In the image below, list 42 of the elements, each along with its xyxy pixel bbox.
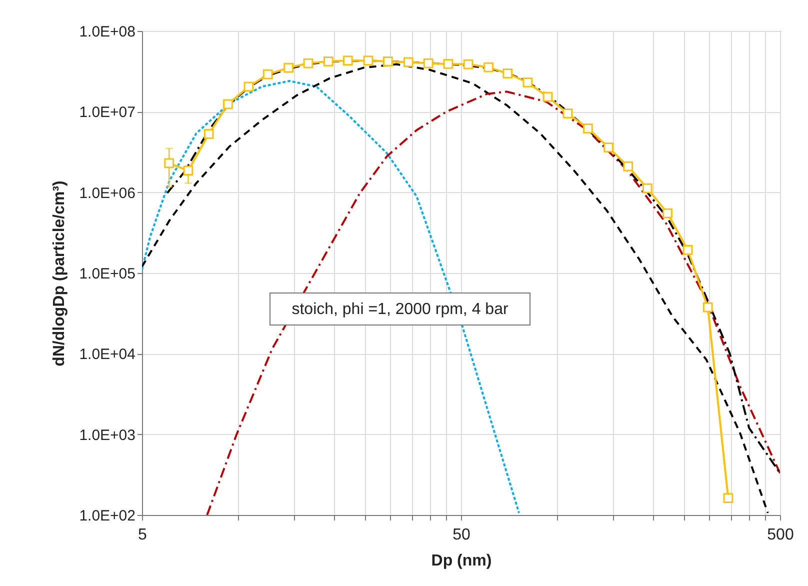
x-tick-label: 500 (767, 526, 794, 544)
x-tick-label: 5 (138, 526, 148, 544)
point (502, 68, 513, 78)
point (662, 208, 672, 218)
point (443, 59, 454, 69)
y-tick-label: 1.0E+07 (79, 104, 136, 122)
point (723, 493, 734, 504)
point (484, 62, 494, 72)
point (423, 58, 434, 68)
point (382, 56, 393, 66)
point (164, 158, 174, 168)
point (183, 166, 194, 176)
point (604, 142, 614, 152)
point (623, 161, 634, 172)
y-tick-label: 1.0E+04 (79, 346, 136, 364)
point (323, 56, 334, 66)
point (403, 57, 414, 68)
point (642, 183, 652, 194)
point (702, 302, 713, 312)
y-tick-label: 1.0E+06 (79, 184, 136, 202)
point (284, 62, 294, 73)
point (303, 58, 314, 68)
point (342, 56, 353, 66)
y-tick-label: 1.0E+03 (79, 426, 136, 444)
point (204, 128, 214, 139)
point (682, 245, 693, 255)
y-tick-label: 1.0E+02 (79, 508, 136, 524)
point (583, 123, 593, 134)
point (262, 69, 273, 80)
y-axis-title: dN/dlogDp (particle/cm³) (51, 180, 68, 366)
point (244, 82, 254, 92)
x-axis-title: Dp (nm) (431, 552, 492, 570)
point (363, 56, 374, 66)
point (463, 59, 474, 70)
y-tick-label: 1.0E+05 (79, 266, 136, 282)
x-tick-label: 50 (452, 526, 470, 544)
annotation: stoich, phi =1, 2000 rpm, 4 bar (292, 301, 509, 318)
y-tick-label: 1.0E+08 (79, 24, 136, 40)
point (562, 108, 573, 118)
point (522, 78, 533, 88)
point (223, 99, 233, 110)
point (542, 92, 553, 102)
